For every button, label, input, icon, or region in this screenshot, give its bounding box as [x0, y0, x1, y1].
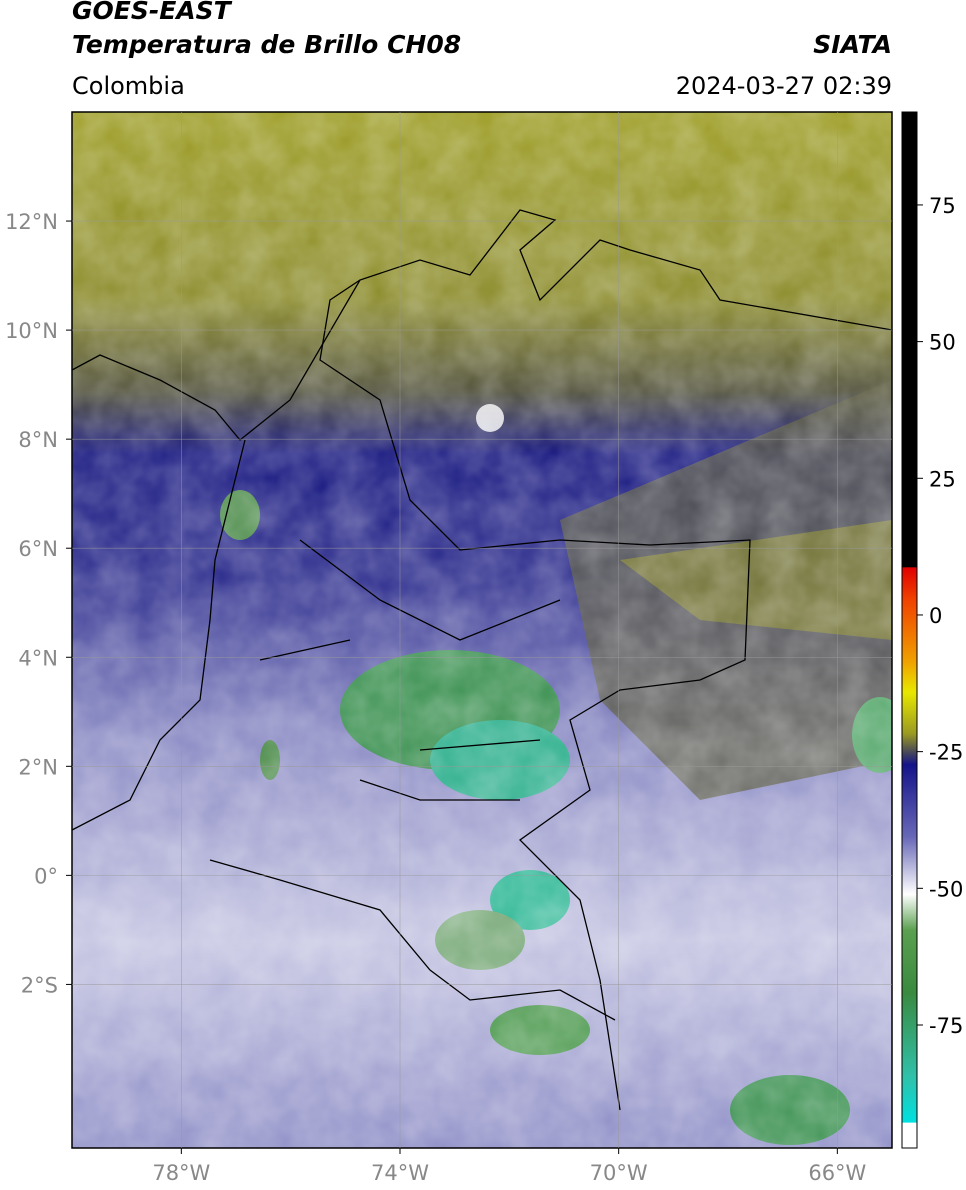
title: GOES-EAST	[72, 0, 231, 25]
satellite-image	[72, 112, 892, 1148]
datetime: 2024-03-27 02:39	[675, 72, 892, 100]
x-tick-label: 74°W	[371, 1161, 429, 1185]
colorbar-tick-label: -25	[929, 741, 963, 765]
x-tick-label: 78°W	[152, 1161, 210, 1185]
colorbar-tick-label: 25	[929, 467, 956, 491]
source: SIATA	[813, 30, 892, 59]
map-frame	[71, 111, 893, 1149]
subtitle: Temperatura de Brillo CH08	[72, 30, 462, 59]
y-tick-label: 2°S	[21, 973, 58, 997]
y-tick-label: 10°N	[5, 319, 58, 343]
y-tick-label: 2°N	[18, 755, 58, 779]
x-tick-label: 66°W	[808, 1161, 866, 1185]
y-tick-label: 8°N	[18, 428, 58, 452]
colorbar	[901, 111, 918, 1149]
colorbar-tick-label: -75	[929, 1014, 963, 1038]
colorbar-tick-label: 75	[929, 194, 956, 218]
y-tick-label: 0°	[34, 864, 58, 888]
colorbar-tick-label: -50	[929, 877, 963, 901]
y-tick-label: 6°N	[18, 537, 58, 561]
x-tick-label: 70°W	[590, 1161, 648, 1185]
colorbar-tick-label: 0	[929, 604, 942, 628]
region: Colombia	[72, 72, 185, 100]
y-tick-label: 12°N	[5, 210, 58, 234]
colorbar-tick-label: 50	[929, 331, 956, 355]
y-tick-label: 4°N	[18, 646, 58, 670]
